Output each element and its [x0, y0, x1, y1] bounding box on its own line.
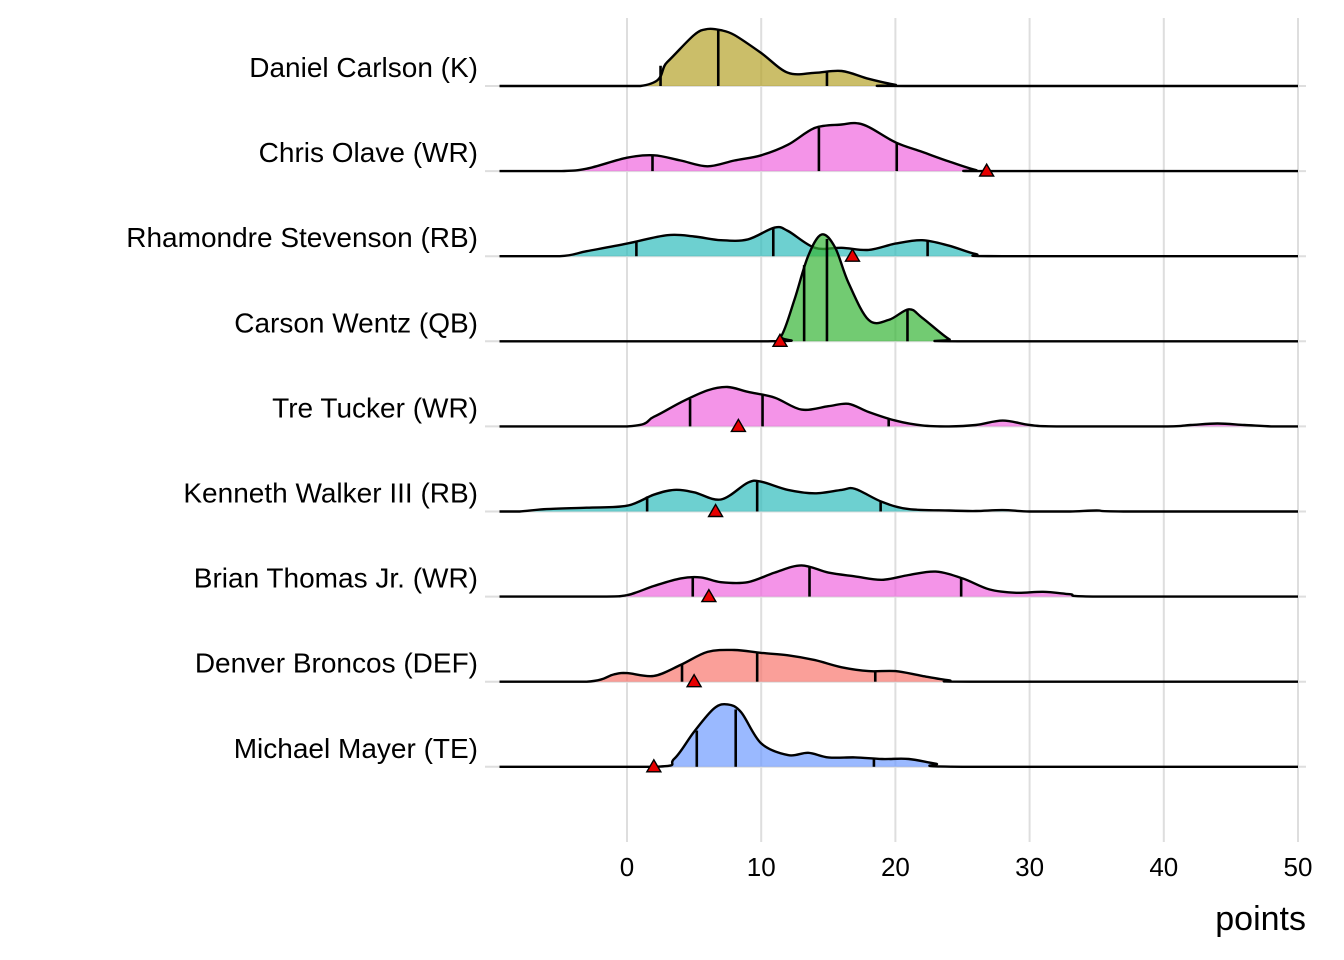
x-tick-label: 50 — [1284, 852, 1313, 882]
player-label: Kenneth Walker III (RB) — [183, 478, 478, 509]
player-label: Brian Thomas Jr. (WR) — [194, 563, 478, 594]
player-label: Denver Broncos (DEF) — [195, 648, 478, 679]
x-tick-label: 40 — [1149, 852, 1178, 882]
ridge-outline — [499, 385, 1298, 428]
projection-marker — [730, 418, 747, 433]
projection-marker — [771, 332, 789, 347]
x-axis-ticks: 0 10 20 30 40 50 — [620, 852, 1313, 882]
projection-marker — [645, 758, 663, 773]
projection-marker — [978, 162, 995, 177]
ridge-fill-wr — [499, 123, 1298, 172]
player-label: Daniel Carlson (K) — [249, 52, 478, 83]
player-label: Tre Tucker (WR) — [272, 392, 478, 423]
player-label: Carson Wentz (QB) — [234, 307, 478, 338]
x-tick-label: 10 — [747, 852, 776, 882]
ridge-outline — [499, 27, 1298, 88]
ridge-fill-wr — [499, 565, 1298, 597]
ridge-outline — [499, 648, 1298, 683]
ridge-fill-te — [499, 704, 1298, 767]
player-label: Chris Olave (WR) — [259, 137, 478, 168]
player-label: Rhamondre Stevenson (RB) — [126, 222, 478, 253]
player-label: Michael Mayer (TE) — [234, 733, 478, 764]
ridge-fill-k — [499, 28, 1298, 86]
projection-marker — [707, 503, 724, 518]
x-axis-title: points — [1215, 900, 1306, 938]
ridge-fill-def — [499, 649, 1298, 682]
y-axis-labels: Daniel Carlson (K) Chris Olave (WR) Rhamon… — [126, 52, 478, 764]
ridge-fill-qb — [499, 234, 1298, 342]
x-tick-label: 30 — [1015, 852, 1044, 882]
projection-marker — [685, 673, 703, 688]
ridges — [499, 27, 1298, 773]
ridge-fill-wr — [499, 386, 1298, 427]
ridge-outline — [499, 121, 1298, 173]
ridge-outline — [499, 564, 1298, 598]
projection-marker — [844, 247, 861, 262]
ridge-fill-rb — [499, 480, 1298, 512]
ridge-outline — [499, 225, 1298, 258]
x-tick-label: 20 — [881, 852, 910, 882]
ridge-outline — [499, 702, 1298, 769]
ridge-outline — [499, 479, 1298, 513]
ridge-fill-rb — [499, 227, 1298, 257]
projection-marker — [700, 588, 718, 603]
ridge-outline — [499, 233, 1298, 343]
x-tick-label: 0 — [620, 852, 634, 882]
